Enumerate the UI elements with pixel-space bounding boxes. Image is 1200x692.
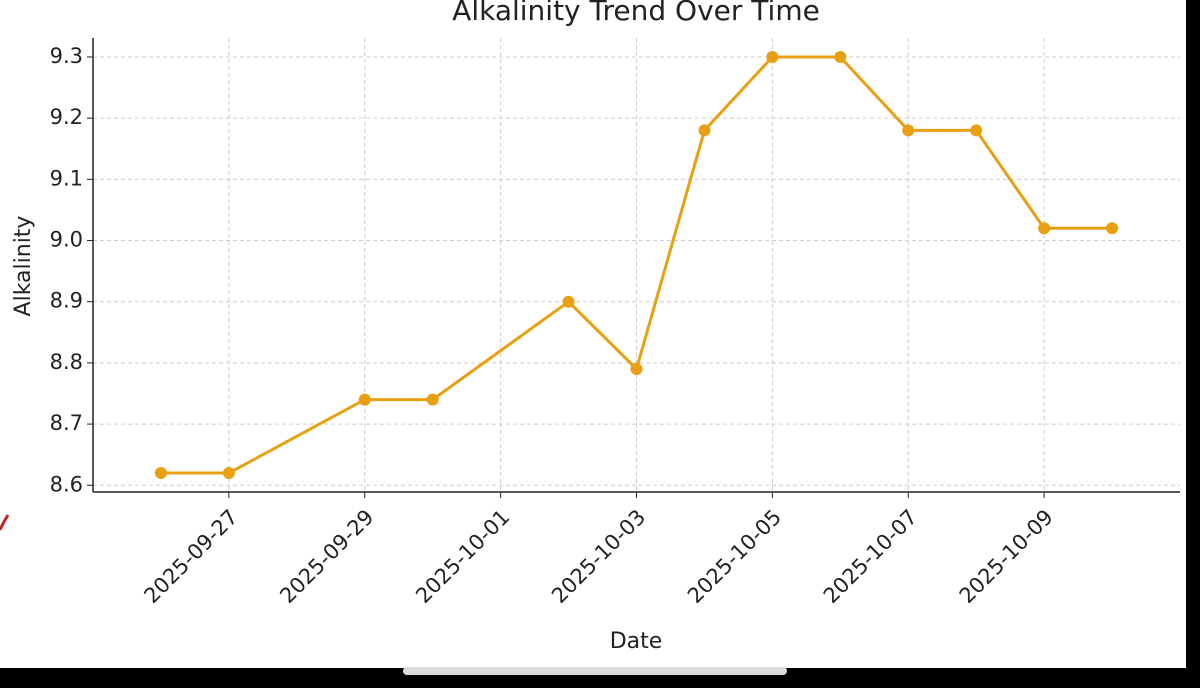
y-tick-label: 9.1 — [50, 166, 83, 190]
x-axis-label: Date — [610, 629, 663, 654]
point — [426, 393, 439, 406]
point — [970, 124, 983, 137]
stray-mark — [0, 514, 10, 531]
point — [562, 295, 575, 308]
x-tick-label: 2025-09-27 — [139, 505, 242, 608]
y-tick-label: 8.9 — [50, 289, 83, 313]
point — [834, 50, 847, 63]
point — [698, 124, 711, 137]
point — [902, 124, 915, 137]
y-tick-label: 8.8 — [50, 350, 83, 374]
point — [1106, 222, 1119, 235]
x-tick-label: 2025-10-07 — [819, 505, 922, 608]
chart-title: Alkalinity Trend Over Time — [452, 0, 820, 27]
x-tick-label: 2025-10-05 — [683, 505, 786, 608]
y-tick-label: 9.0 — [50, 228, 83, 252]
x-tick-label: 2025-10-03 — [547, 505, 650, 608]
scroll-indicator — [403, 667, 787, 675]
y-tick-label: 9.2 — [50, 105, 83, 129]
point — [1038, 222, 1051, 235]
y-axis-label: Alkalinity — [11, 216, 36, 317]
x-tick-label: 2025-10-09 — [955, 505, 1058, 608]
point — [358, 393, 371, 406]
point — [154, 467, 167, 480]
point — [766, 50, 779, 63]
y-tick-label: 8.6 — [50, 472, 83, 496]
x-tick-label: 2025-09-29 — [275, 505, 378, 608]
right-edge — [1186, 0, 1200, 668]
bottom-bar — [0, 668, 1200, 688]
y-tick-label: 8.7 — [50, 411, 83, 435]
x-tick-label: 2025-10-01 — [411, 505, 514, 608]
y-tick-label: 9.3 — [50, 44, 83, 68]
point — [630, 363, 643, 376]
point — [222, 467, 235, 480]
